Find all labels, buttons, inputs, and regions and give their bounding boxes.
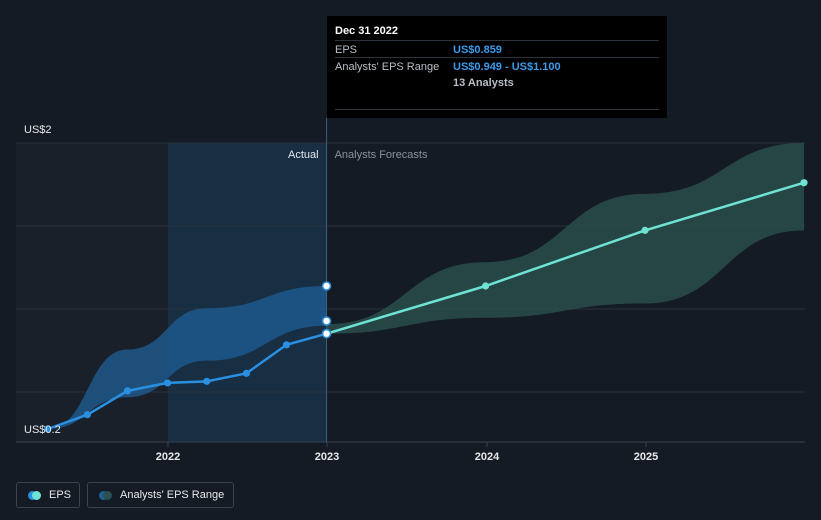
legend-eps[interactable]: EPS [16,482,80,508]
forecast-range-area [326,143,804,334]
legend-range-swatch-light [103,491,112,500]
series-0-point-6 [282,341,291,349]
series-1-point-0 [321,328,332,339]
tooltip-row-analysts: 13 Analysts [335,74,659,91]
series-0-point-3 [163,379,172,387]
series-0-point-2 [123,387,132,395]
forecast-label: Analysts Forecasts [335,149,428,161]
tooltip-analysts: 13 Analysts [453,77,514,89]
legend-range[interactable]: Analysts' EPS Range [87,482,234,508]
legend-eps-label: EPS [49,489,72,501]
tooltip-eps-key: EPS [335,44,358,56]
tooltip-date: Dec 31 2022 [335,25,398,37]
tooltip: Dec 31 2022 EPS US$0.859 Analysts' EPS R… [327,16,667,118]
range-marker-0 [321,281,332,291]
series-0-point-0 [44,425,52,433]
legend-range-label: Analysts' EPS Range [120,489,225,501]
x-tick-label-0: 2022 [156,451,180,463]
legend-eps-swatch-light [32,491,41,500]
tooltip-divider [335,109,659,110]
series-0-point-4 [203,377,211,385]
tooltip-row-eps: EPS US$0.859 [335,40,659,58]
series-0-point-1 [83,411,92,419]
y-label-top: US$2 [24,124,52,136]
range-marker-1 [321,316,332,326]
y-label-bottom: US$0.2 [24,424,61,436]
tooltip-eps-value: US$0.859 [453,44,502,56]
tooltip-range-value: US$0.949 - US$1.100 [453,61,561,73]
actual-label: Actual [288,149,319,161]
series-line-1 [326,181,805,335]
series-line-0 [47,332,327,431]
x-tick-label-2: 2024 [475,451,500,463]
actual-range-area [47,286,327,429]
series-1-point-1 [481,282,490,290]
series-1-point-2 [641,226,649,234]
x-tick-label-3: 2025 [634,451,658,463]
tooltip-row-range: Analysts' EPS Range US$0.949 - US$1.100 [335,57,659,75]
tooltip-range-key: Analysts' EPS Range [335,61,440,73]
x-tick-label-1: 2023 [315,451,339,463]
series-1-point-3 [800,179,808,187]
series-0-point-5 [242,369,251,377]
